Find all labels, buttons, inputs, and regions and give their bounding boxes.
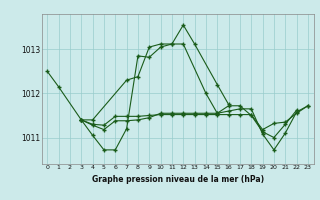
X-axis label: Graphe pression niveau de la mer (hPa): Graphe pression niveau de la mer (hPa) bbox=[92, 175, 264, 184]
